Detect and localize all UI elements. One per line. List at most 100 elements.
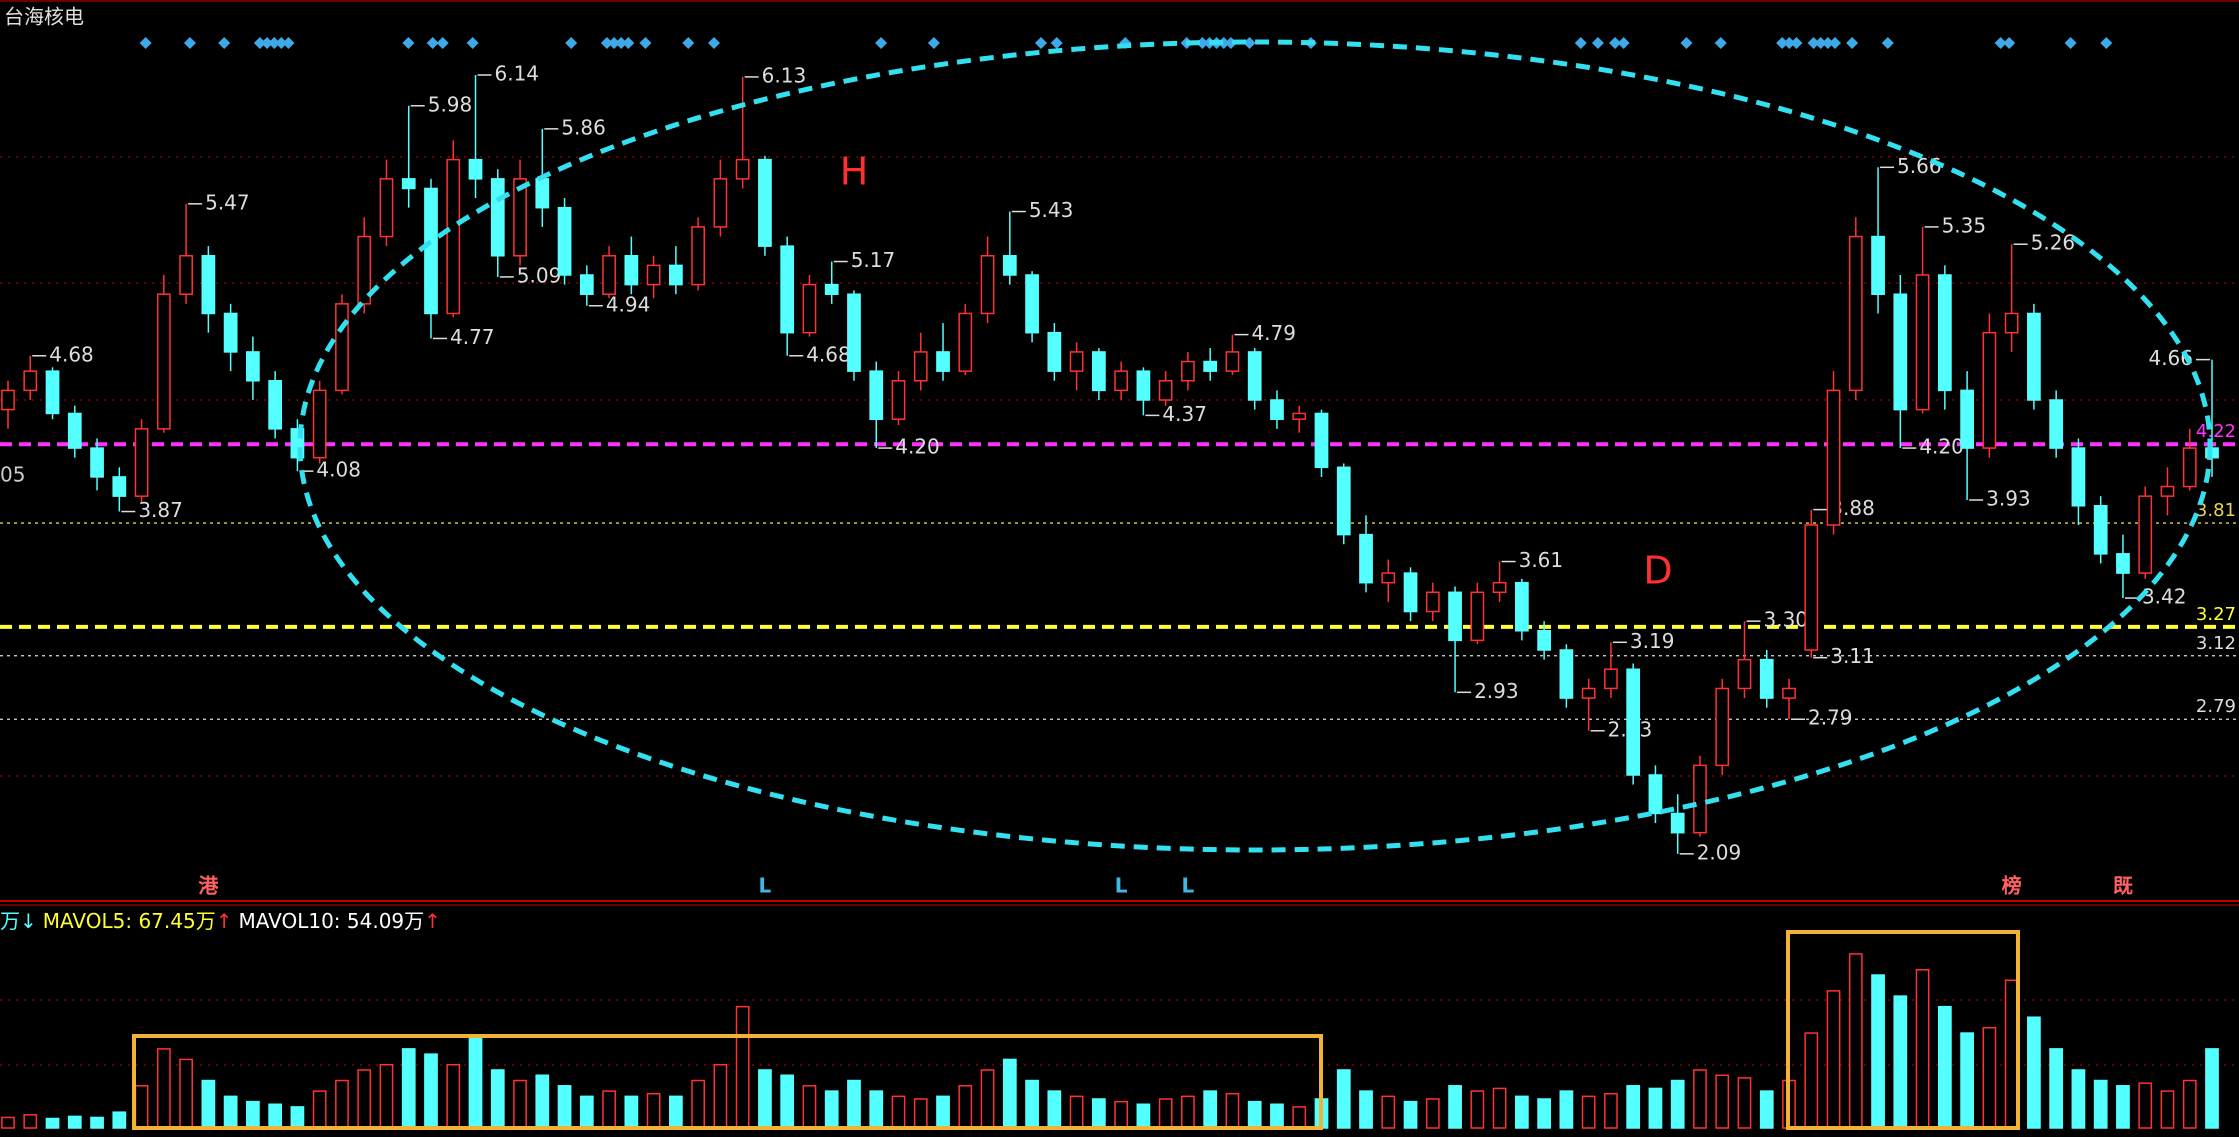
volume-bar [2205,1048,2219,1129]
signal-diamond [282,37,295,49]
signal-diamond [275,37,288,49]
candle-body [223,312,238,353]
candle-body [2116,553,2130,574]
price-mark-label: 5.26 [2031,231,2076,255]
volume-bar [1359,1090,1373,1129]
candle-body [1425,591,1440,613]
candle-body [1960,389,1974,449]
candle-body [1737,658,1752,690]
signal-diamond [1050,37,1063,49]
candle-body [2004,312,2019,334]
candle-body [112,476,127,497]
volume-bar [1715,1074,1730,1129]
signal-diamond [1994,37,2007,49]
chart-title: 台海核电 [4,5,84,29]
price-level-label: 2.79 [2196,696,2236,717]
price-mark-label: 6.13 [762,63,807,87]
plot: 4.22 3.81 3.27 3.12 2.79 4.68 3.87 5.47 港 4.08 5.9… [0,37,2239,1129]
volume-bar [802,1085,817,1129]
volume-bar [1181,1095,1195,1129]
pattern-ellipse [297,39,2213,853]
candle-body [1537,630,1551,651]
volume-bar [446,1063,461,1129]
annotation: D [1643,549,1672,593]
volume-bar [2093,1079,2108,1129]
volume-bar [201,1079,216,1129]
candle-body [780,245,795,334]
volume-bar [1893,995,1908,1129]
signal-diamond [1846,37,1859,49]
price-mark-label: 3.61 [1519,548,1564,572]
candle-body [669,264,683,286]
price-mark-label: 2.79 [1808,706,1853,730]
volume-bar [335,1079,349,1129]
candle-body [1270,399,1284,420]
price-mark-label: 4.20 [895,435,940,459]
volume-bar [557,1085,572,1129]
candle-body [2160,485,2175,497]
signal-diamond [2100,37,2113,49]
frame [0,0,2239,1066]
price-mark-label: 5.47 [205,190,250,214]
signal-diamond [402,37,415,49]
candle-body [1181,360,1195,382]
volume-bar [1537,1098,1551,1129]
candle-body [446,158,461,315]
signal-diamond [2003,37,2016,49]
volume-legend-item: 万↓ [0,909,37,933]
volume-bar [268,1103,283,1129]
volume-bar [758,1069,772,1129]
signal-diamond [622,37,635,49]
candle-body [691,226,706,286]
volume-bar [1025,1079,1039,1129]
volume-bar [958,1085,973,1129]
volume-bar [2027,1016,2041,1129]
signal-diamond [875,37,888,49]
price-mark-label: 2.93 [1474,679,1519,703]
signal-diamond [927,37,940,49]
volume-bar [869,1090,884,1129]
signal-label: 既 [2113,874,2133,898]
volume-bar [112,1111,127,1129]
volume-bar [2004,979,2019,1129]
candle-body [557,206,572,276]
candle-body [156,293,171,430]
volume-bar [156,1048,171,1129]
price-mark-label: 3.93 [1986,487,2031,511]
candle-body [490,178,505,257]
candle-body [2093,505,2108,555]
candle-body [1047,331,1062,372]
volume-bar [1871,974,1885,1129]
signal-diamond [1617,37,1630,49]
volume-bar [1114,1100,1129,1129]
candle-body [1158,380,1173,401]
candle-body [201,255,216,315]
candle-body [602,255,616,295]
signal-diamond [1821,37,1834,49]
volume-bar [1648,1087,1663,1129]
volume-bar [401,1048,416,1129]
signal-diamond [639,37,652,49]
volume-bar [1292,1106,1307,1129]
volume-bar [2182,1079,2197,1129]
signal-diamond [1881,37,1894,49]
candle-body [1002,255,1017,276]
candle-body [1470,591,1485,642]
signal-diamond [1680,37,1693,49]
candle-body [1893,293,1908,411]
candle-body [735,158,750,180]
volume-bar [1,1116,15,1129]
volume-bar [1937,1005,1952,1129]
volume-legend: 万↓ MAVOL5: 67.45万↑ MAVOL10: 54.09万↑ [0,909,441,933]
volume-bar [312,1090,327,1129]
signal-diamond [565,37,578,49]
volume-bar [824,1090,839,1129]
signal-diamond [1609,37,1622,49]
volume-legend-item: MAVOL5: 67.45万 [43,909,216,933]
edge-label: 05 [0,463,25,487]
volume-bar [513,1079,527,1129]
signal-diamond [261,37,274,49]
volume-bar [223,1095,238,1129]
price-mark-label: 3.30 [1763,608,1808,632]
